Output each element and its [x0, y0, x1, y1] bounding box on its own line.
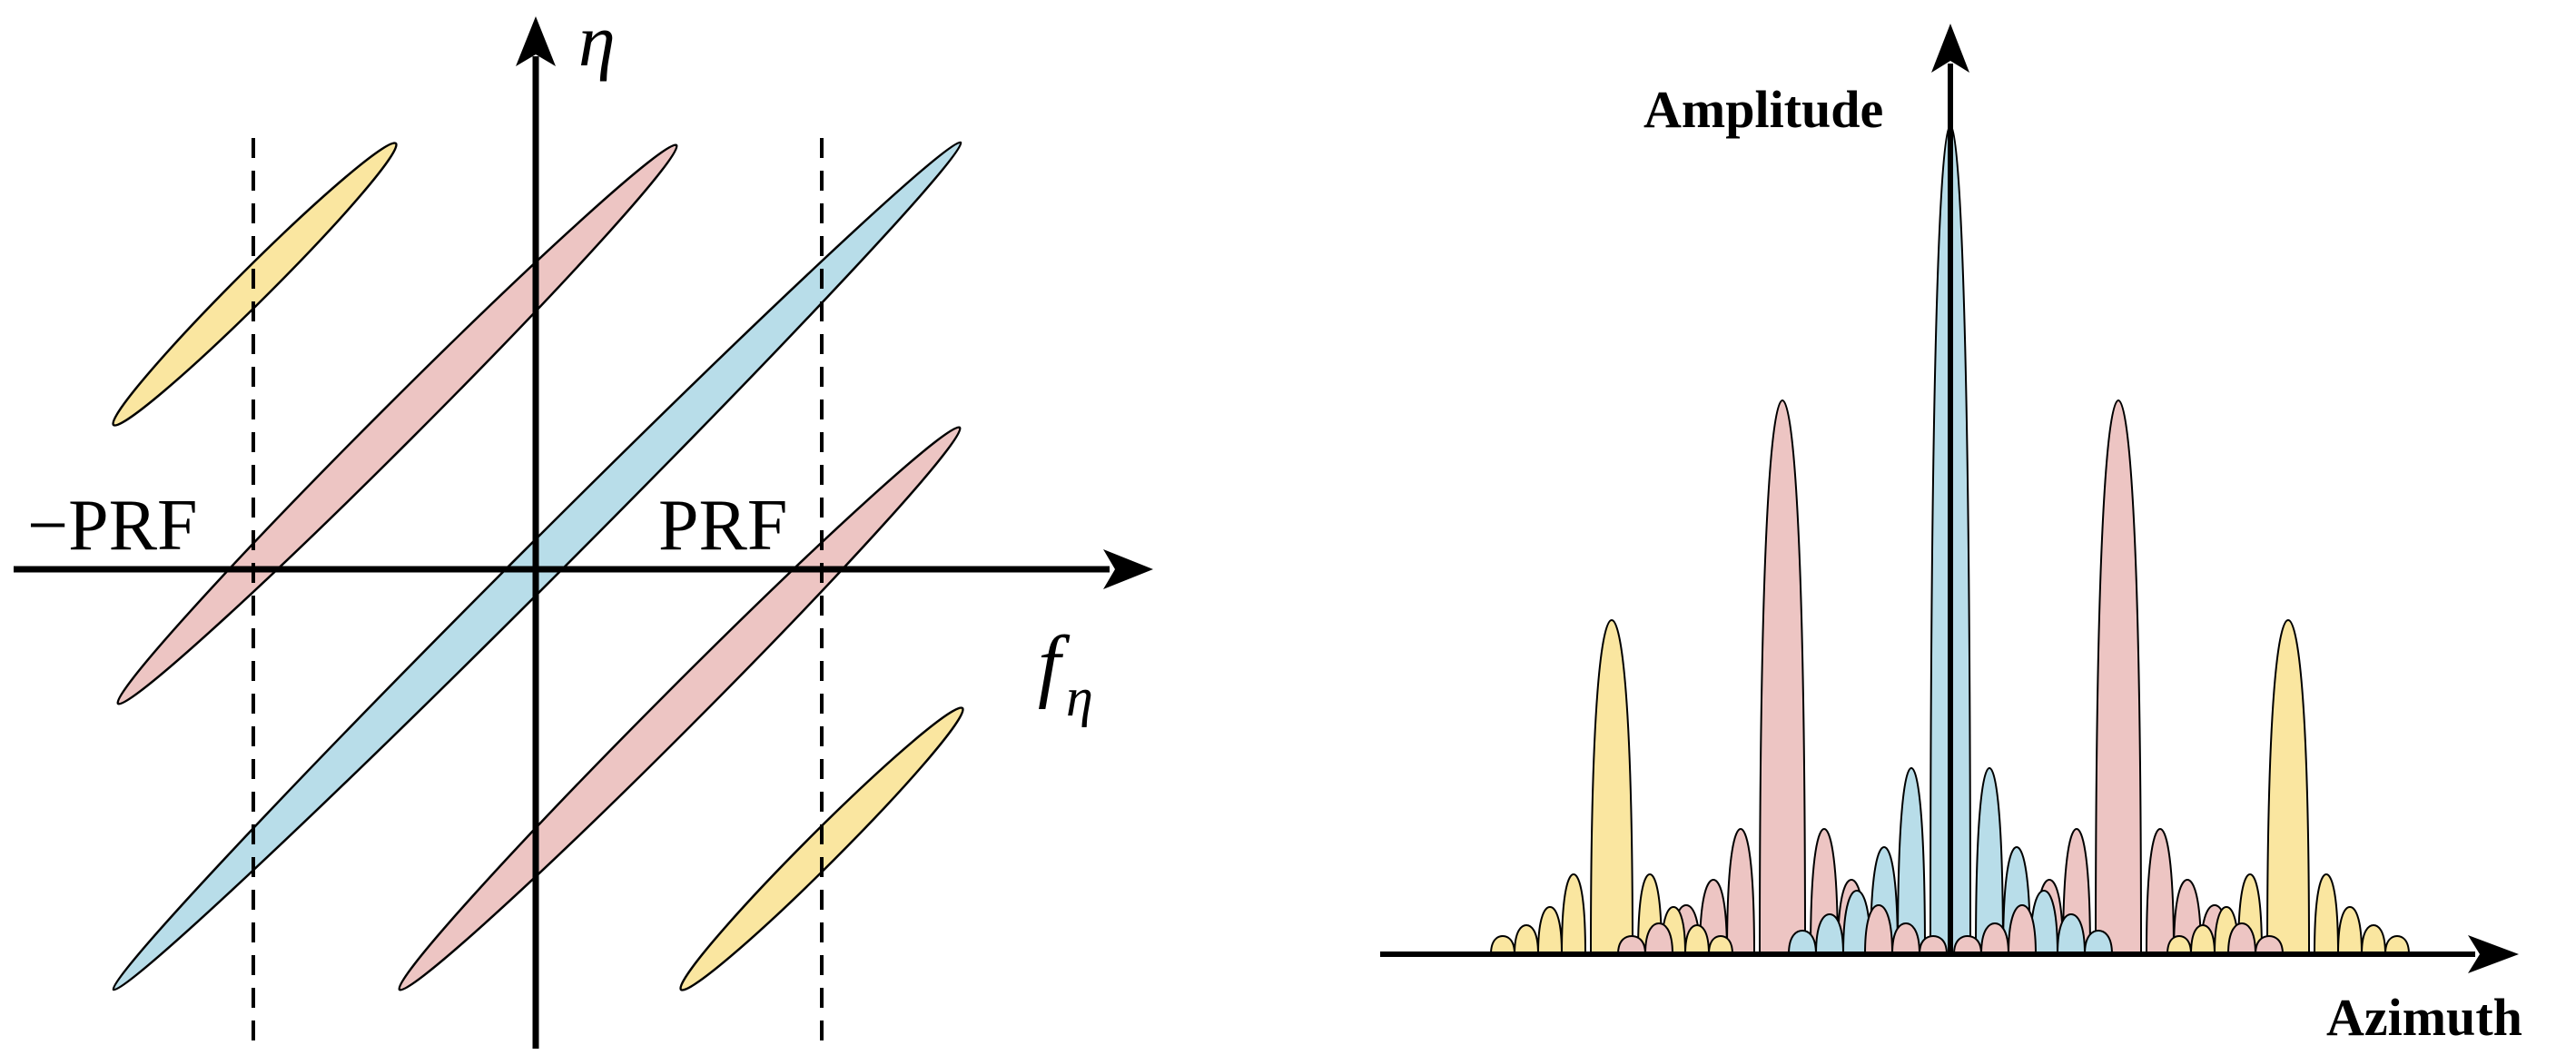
pink-ellipse-upper — [116, 143, 678, 705]
yellow-side-lobe — [2166, 934, 2193, 955]
yellow-side-lobe — [1560, 873, 1587, 955]
vertical-axis-label: η — [578, 0, 616, 82]
blue-side-lobe — [1974, 766, 2005, 955]
yellow-side-lobe — [1513, 923, 1540, 955]
pink-main-lobe — [2094, 399, 2143, 955]
yellow-side-lobe — [1707, 934, 1734, 955]
yellow-side-lobe — [1489, 934, 1516, 955]
blue-side-lobe — [2028, 889, 2059, 955]
blue-side-lobe — [1787, 929, 1818, 955]
yellow-ellipse-bottom-right — [679, 706, 964, 991]
yellow-main-lobe — [2265, 618, 2311, 955]
azimuth-label: Azimuth — [2326, 988, 2522, 1047]
pink-side-lobe — [1616, 934, 1647, 955]
pink-side-lobe — [1863, 903, 1894, 955]
time-axis-arrow — [516, 16, 556, 66]
azimuth-amplitude-diagram: Amplitude Azimuth — [1380, 24, 2522, 1047]
yellow-side-lobe — [2384, 934, 2411, 955]
azimuth-axis-arrow — [2468, 935, 2519, 973]
yellow-side-lobe — [2313, 873, 2340, 955]
pink-side-lobe — [1725, 827, 1756, 955]
amplitude-axis-arrow — [1931, 24, 1969, 73]
pink-side-lobe — [2254, 934, 2285, 955]
frequency-axis-arrow — [1103, 549, 1153, 589]
pink-side-lobe — [1643, 922, 1674, 955]
pink-side-lobe — [2145, 827, 2176, 955]
pink-side-lobe — [1918, 934, 1949, 955]
pink-side-lobe — [2226, 922, 2257, 955]
pink-side-lobe — [1890, 922, 1921, 955]
yellow-side-lobe — [1536, 905, 1564, 955]
pink-side-lobe — [1952, 934, 1983, 955]
neg-prf-label: −PRF — [27, 486, 197, 566]
pink-side-lobe — [1979, 922, 2010, 955]
yellow-side-lobe — [2336, 905, 2364, 955]
amplitude-label: Amplitude — [1643, 80, 1883, 139]
lobe-group — [1489, 123, 2411, 955]
blue-side-lobe — [1814, 912, 1845, 955]
yellow-side-lobe — [2360, 923, 2387, 955]
blue-side-lobe — [2083, 929, 2114, 955]
pink-side-lobe — [2007, 903, 2038, 955]
blue-side-lobe — [2056, 912, 2087, 955]
prf-label: PRF — [658, 486, 787, 566]
yellow-side-lobe — [2189, 923, 2216, 955]
pink-main-lobe — [1758, 399, 1807, 955]
yellow-side-lobe — [1683, 923, 1711, 955]
yellow-main-lobe — [1589, 618, 1634, 955]
blue-side-lobe — [1896, 766, 1927, 955]
